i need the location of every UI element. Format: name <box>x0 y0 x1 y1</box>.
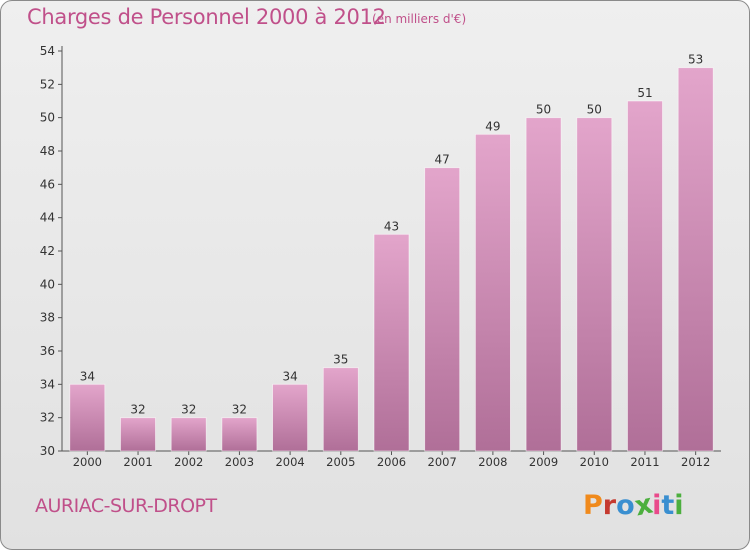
data-label: 50 <box>587 103 602 117</box>
axis-layer: 30 32 34 36 38 40 42 44 46 48 50 52 54 <box>40 44 721 458</box>
bar <box>69 383 106 452</box>
y-tick-label: 30 <box>40 444 55 458</box>
y-tick-label: 52 <box>40 77 55 91</box>
bar <box>474 133 511 452</box>
data-label: 47 <box>435 153 450 167</box>
y-tick-label: 34 <box>40 377 55 391</box>
chart-subtitle: (en milliers d'€) <box>372 12 467 26</box>
bar <box>170 417 207 452</box>
bar <box>677 67 714 452</box>
logo-letter: r <box>602 490 617 521</box>
proxiti-logo[interactable]: Proxiti <box>583 489 684 523</box>
x-tick-label: 2000 <box>73 455 102 469</box>
bar <box>373 233 410 452</box>
logo-letter: t <box>661 490 675 521</box>
logo-letter: i <box>674 490 684 521</box>
y-tick-label: 32 <box>40 411 55 425</box>
x-tick-label: 2007 <box>428 455 457 469</box>
data-label: 32 <box>181 403 196 417</box>
bar <box>576 117 613 452</box>
logo-letter: P <box>583 490 603 521</box>
bar <box>120 417 156 452</box>
commune-name: AURIAC-SUR-DROPT <box>35 495 217 517</box>
y-tick-label: 38 <box>40 311 55 325</box>
data-label: 32 <box>232 403 247 417</box>
data-label: 35 <box>333 353 348 367</box>
bar <box>221 417 258 452</box>
x-tick-label: 2004 <box>275 455 304 469</box>
x-tick-label: 2010 <box>580 455 609 469</box>
logo-letter: o <box>616 490 635 521</box>
x-tick-label: 2005 <box>326 455 355 469</box>
data-label: 49 <box>485 119 500 133</box>
y-tick-label: 54 <box>40 44 55 58</box>
bar <box>322 367 359 452</box>
x-tick-label: 2011 <box>630 455 659 469</box>
x-tick-label: 2001 <box>123 455 152 469</box>
bar <box>627 100 663 452</box>
x-tick-label: 2003 <box>225 455 254 469</box>
chart-title: Charges de Personnel 2000 à 2012 <box>27 5 386 29</box>
data-label: 34 <box>80 369 95 383</box>
y-tick-label: 42 <box>40 244 55 258</box>
bar-layer <box>69 67 714 452</box>
y-tick-label: 40 <box>40 277 55 291</box>
logo-letter: i <box>652 490 662 521</box>
bar <box>525 117 562 452</box>
bar <box>424 167 461 452</box>
data-label: 34 <box>282 369 297 383</box>
data-label: 50 <box>536 103 551 117</box>
data-label: 53 <box>688 53 703 67</box>
data-label: 51 <box>637 86 652 100</box>
x-tick-label: 2012 <box>681 455 710 469</box>
y-tick-label: 44 <box>40 211 55 225</box>
x-tick-label: 2002 <box>174 455 203 469</box>
y-tick-label: 48 <box>40 144 55 158</box>
x-tick-label: 2009 <box>529 455 558 469</box>
y-tick-label: 50 <box>40 111 55 125</box>
data-label: 43 <box>384 219 399 233</box>
y-tick-label: 46 <box>40 177 55 191</box>
y-tick-label: 36 <box>40 344 55 358</box>
label-layer: 2000 34 2001 32 2002 32 2003 32 2004 34 2005 35 2006… <box>73 53 711 469</box>
data-label: 32 <box>130 403 145 417</box>
x-tick-label: 2008 <box>478 455 507 469</box>
bar <box>272 383 309 452</box>
x-tick-label: 2006 <box>377 455 406 469</box>
